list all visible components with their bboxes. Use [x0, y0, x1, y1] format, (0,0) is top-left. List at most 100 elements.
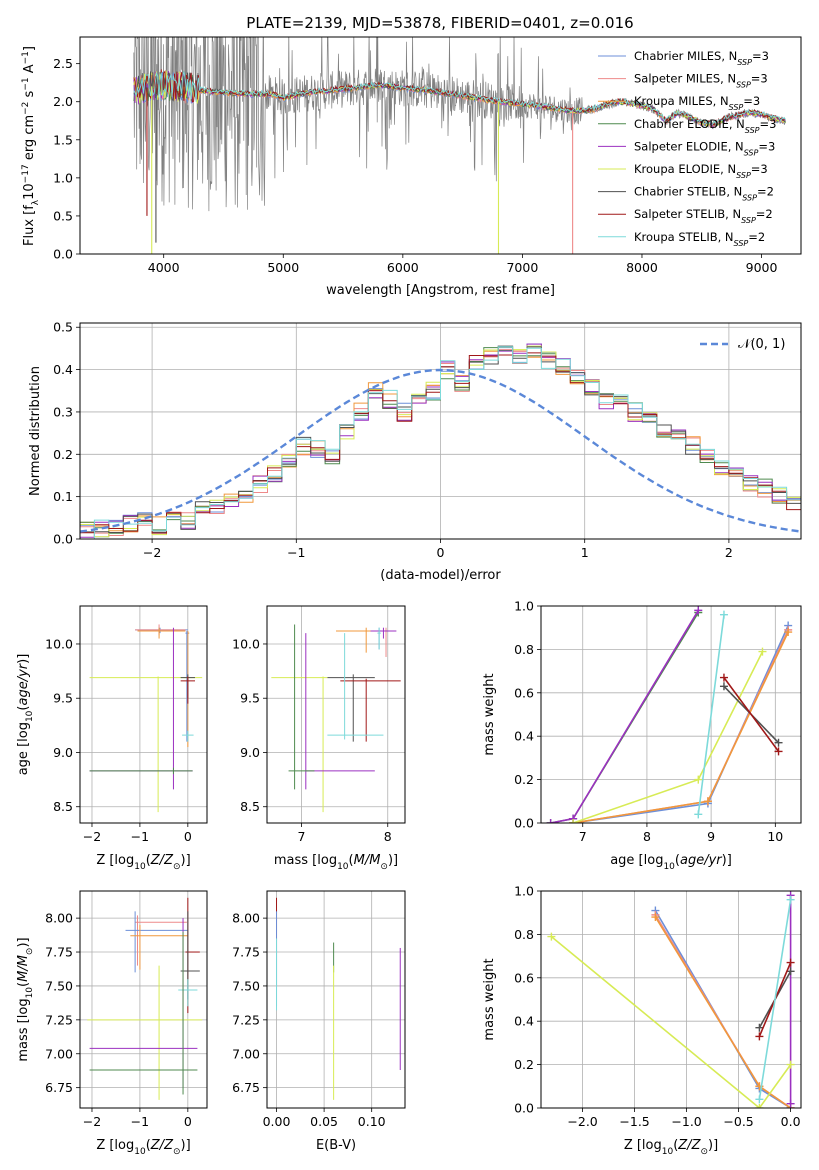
mass_vs_ebv-ytick-label: 7.00: [232, 1046, 260, 1061]
spectrum-ytick-label: 0.0: [53, 247, 73, 262]
age_vs_Z-xtick-label: 0: [184, 829, 192, 844]
age_vs_Z-xtick-label: −2: [83, 829, 101, 844]
spectrum-frame: [79, 36, 802, 255]
mass_vs_Z-ytick-label: 7.75: [45, 945, 73, 960]
spectrum-xlabel: wavelength [Angstrom, rest frame]: [326, 283, 555, 298]
weight-marker: [786, 1060, 795, 1069]
mass_vs_ebv-axes: 0.00 0.05 0.10 6.75 7.00 7.25 7.50 7.75 8.00: [232, 891, 405, 1129]
weight_vs_Z-axes: −2.0 −1.5 −1.0 −0.5 0.0 0.0 0.2 0.4 0.6 0.8 1.0: [514, 884, 801, 1129]
mass_vs_Z-ylabel: mass [log10(M/M⊙)]: [16, 937, 35, 1061]
age_vs_mass-ytick-label: 8.5: [240, 799, 260, 814]
mass_vs_Z-ytick-label: 6.75: [45, 1080, 73, 1095]
weight-line: [723, 677, 780, 752]
hist-xlabel: (data-model)/error: [380, 568, 501, 583]
age_vs_mass-xlabel: mass [log10(M/M⊙)]: [274, 853, 398, 872]
age_vs_Z-ytick-label: 9.0: [53, 745, 73, 760]
weight-marker: [774, 738, 783, 747]
weight-line: [758, 899, 792, 1100]
weight_vs_Z-ytick-label: 1.0: [514, 884, 534, 899]
weight_vs_age-ytick-label: 0.0: [514, 816, 534, 831]
hist-plot-area: [80, 343, 801, 539]
weight-marker: [786, 958, 795, 967]
weight-marker: [546, 819, 555, 823]
weight_vs_Z-ylabel: mass weight: [482, 958, 497, 1040]
weight_vs_age-plot-area: [546, 606, 793, 823]
weight_vs_Z-xlabel: Z [log10(Z/Z⊙)]: [624, 1138, 718, 1157]
residuals-xtick-label: 2: [725, 545, 733, 560]
residuals-ytick-label: 0.2: [53, 447, 73, 462]
age_vs_mass-plot-area: [271, 624, 401, 813]
weight_vs_age-ytick-label: 0.8: [514, 642, 534, 657]
hist-legend-label: 𝒩(0, 1): [738, 337, 785, 352]
weight-marker: [694, 775, 703, 784]
mass_vs_Z-ytick-label: 7.00: [45, 1046, 73, 1061]
weight_vs_Z-ytick-label: 0.4: [514, 1014, 534, 1029]
legend-label: Kroupa MILES, NSSP=3: [634, 94, 760, 112]
mass_vs_Z-ytick-label: 8.00: [45, 911, 73, 926]
spectrum-xtick-label: 7000: [506, 260, 538, 275]
mass_vs_Z-xlabel: Z [log10(Z/Z⊙)]: [96, 1138, 190, 1157]
legend-label: Chabrier MILES, NSSP=3: [634, 49, 769, 67]
spectrum-model-line: [133, 71, 786, 125]
residuals-ytick-label: 0.5: [53, 320, 73, 335]
weight_vs_age-xlabel: age [log10(age/yr)]: [610, 853, 732, 872]
weight_vs_age-ytick-label: 0.4: [514, 729, 534, 744]
weight-marker: [758, 647, 767, 656]
weight-marker: [755, 1095, 764, 1104]
legend-label: Salpeter ELODIE, NSSP=3: [634, 139, 775, 157]
mass_vs_ebv-ytick-label: 8.00: [232, 911, 260, 926]
age_vs_mass-ytick-label: 9.5: [240, 691, 260, 706]
age_vs_Z-ylabel: age [log10(age/yr)]: [16, 654, 35, 776]
spectrum-axes: 4000 5000 6000 7000 8000 9000 0.0 0.5 1.0 1.5 2.0 2…: [53, 56, 777, 275]
weight-marker: [651, 913, 660, 922]
weight-marker: [755, 1032, 764, 1041]
weight_vs_age-ytick-label: 0.6: [514, 685, 534, 700]
weight-line: [550, 935, 792, 1108]
legend-label: Chabrier ELODIE, NSSP=3: [634, 117, 776, 135]
residuals-xtick-label: −2: [143, 545, 161, 560]
age_vs_mass-xtick-label: 8: [384, 829, 392, 844]
weight-line: [572, 631, 789, 823]
weight_vs_age-xtick-label: 10: [767, 829, 783, 844]
legend-label: Salpeter MILES, NSSP=3: [634, 72, 768, 90]
weight-line: [572, 651, 764, 823]
hist-step-line: [80, 346, 801, 533]
spectrum-xtick-label: 4000: [148, 260, 180, 275]
mass_vs_ebv-xtick-label: 0.00: [263, 1114, 291, 1129]
age_vs_Z-axes: −2 −1 0 8.5 9.0 9.5 10.0: [45, 606, 207, 844]
mass_vs_ebv-xtick-label: 0.10: [358, 1114, 386, 1129]
weight-marker: [755, 1104, 764, 1108]
mass_vs_ebv-xtick-label: 0.05: [310, 1114, 338, 1129]
age_vs_Z-plot-area: [89, 624, 203, 813]
age_vs_Z-frame: [79, 605, 208, 824]
weight_vs_Z-xtick-label: 0.0: [781, 1114, 801, 1129]
weight_vs_age-xtick-label: 7: [579, 829, 587, 844]
residuals-ytick-label: 0.0: [53, 532, 73, 547]
weight-marker: [547, 932, 556, 941]
hist-step-line: [80, 346, 801, 539]
weight-marker: [786, 895, 795, 904]
weight_vs_age-ytick-label: 0.2: [514, 772, 534, 787]
weight_vs_age-frame: [540, 605, 802, 824]
legend-label: Salpeter STELIB, NSSP=2: [634, 207, 773, 225]
weight_vs_age-xtick-label: 9: [707, 829, 715, 844]
age_vs_mass-axes: 7 8 8.5 9.0 9.5 10.0: [232, 606, 405, 844]
figure-title: PLATE=2139, MJD=53878, FIBERID=0401, z=0…: [246, 14, 633, 32]
weight-marker: [719, 673, 728, 682]
mass_vs_Z-plot-area: [87, 897, 203, 1100]
age_vs_mass-frame: [266, 605, 406, 824]
weight-marker: [703, 797, 712, 806]
weight-marker: [786, 967, 795, 976]
weight_vs_Z-plot-area: [547, 891, 795, 1108]
mass_vs_Z-ytick-label: 7.25: [45, 1012, 73, 1027]
legend-label: Kroupa STELIB, NSSP=2: [634, 230, 765, 248]
weight_vs_Z-xtick-label: −0.5: [723, 1114, 753, 1129]
weight-line: [550, 612, 699, 823]
mass_vs_ebv-ytick-label: 7.50: [232, 978, 260, 993]
spectrum-ytick-label: 1.0: [53, 170, 73, 185]
age_vs_mass-ytick-label: 9.0: [240, 745, 260, 760]
residuals-xtick-label: 0: [437, 545, 445, 560]
legend-label: Kroupa ELODIE, NSSP=3: [634, 162, 768, 180]
weight_vs_Z-frame: [540, 890, 802, 1109]
